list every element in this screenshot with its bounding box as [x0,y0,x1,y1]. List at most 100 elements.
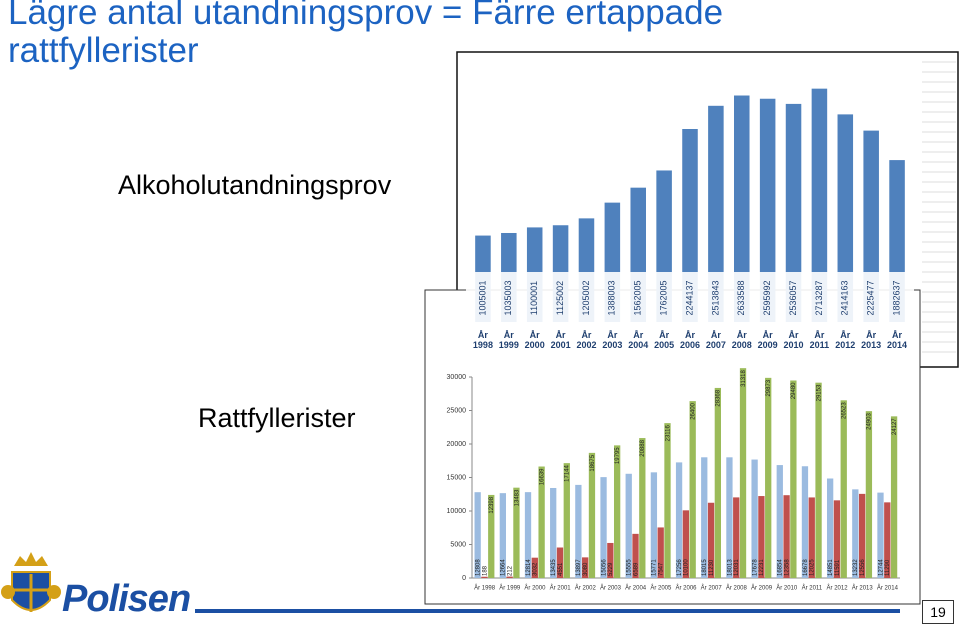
bar [785,103,802,322]
x-tick-label: År 2000 [524,585,546,592]
label-band [466,272,914,324]
value-label: 5229 [608,562,614,576]
bar [708,105,724,322]
value-label: 15056 [601,559,607,576]
x-tick-label: År 2002 [576,330,597,350]
value-label: 3032 [533,562,539,576]
value-label: 23116 [665,424,671,441]
y-tick-label: 15000 [447,474,467,481]
x-tick-label: År 2009 [757,330,778,350]
x-tick-label: År 1999 [499,585,521,592]
bar [639,438,646,578]
bar [783,495,790,578]
value-label: 1005001 [477,280,487,315]
value-label: 11591 [835,559,841,576]
bar [513,487,520,578]
bar [682,510,690,578]
value-label: 2225477 [866,280,876,315]
bar [833,500,841,578]
value-label: 1388003 [607,280,617,315]
x-tick-label: År 2006 [679,330,700,350]
bar [707,502,715,578]
bar [884,502,891,578]
bar [632,533,639,578]
value-label: 24903 [867,412,873,429]
logo-text: Polisen [62,578,191,620]
value-label: 13897 [576,559,582,576]
value-label: 4551 [558,562,564,576]
bar [733,497,740,578]
value-label: 2713287 [814,280,824,315]
y-tick-label: 20000 [447,441,467,448]
bar [474,492,481,578]
x-tick-label: År 2001 [550,585,572,592]
x-tick-label: År 2008 [726,585,748,592]
slide-title: Lägre antal utandningsprov = Färre ertap… [8,0,724,70]
bar [689,401,696,578]
bar [550,487,557,578]
bar [739,368,747,578]
x-tick-label: År 2014 [887,330,908,350]
y-tick-label: 25000 [447,407,467,414]
value-label: 18675 [590,454,596,471]
value-label: 3080 [583,562,589,576]
value-label: 29873 [766,379,772,396]
bar [837,114,854,322]
value-label: 26523 [842,402,848,419]
bar [524,492,532,578]
x-tick-label: År 2005 [654,330,675,350]
y-tick-label: 30000 [447,374,467,381]
bar [664,423,671,578]
y-tick-label: 0 [462,575,466,582]
logo-crest [1,552,61,612]
value-label: 15555 [627,559,633,576]
x-tick-label: År 2007 [701,585,723,592]
x-tick-label: År 2010 [783,330,804,350]
x-tick-label: År 2008 [731,330,752,350]
bar [801,466,809,578]
value-label: 20888 [640,439,646,456]
x-tick-label: År 1998 [472,330,493,350]
value-label: 1100001 [529,281,539,315]
value-label: 11290 [885,559,891,576]
value-label: 188 [482,565,488,576]
bar [751,459,758,578]
bar [758,496,765,578]
bar [714,387,721,578]
x-tick-label: År 2000 [524,330,545,350]
bar [865,411,873,578]
bar [776,465,783,578]
value-label: 24127 [892,418,898,435]
x-tick-label: År 2004 [628,330,649,350]
bar [890,416,898,578]
x-tick-label: År 2004 [625,585,647,592]
value-label: 2595992 [762,280,772,315]
y-tick-label: 5000 [450,541,466,548]
y-tick-label: 10000 [447,508,467,515]
value-label: 2513843 [710,280,720,315]
x-tick-label: År 2009 [751,585,773,592]
bar [759,98,776,322]
value-label: 12025 [810,559,816,576]
value-label: 13232 [853,559,859,576]
value-label: 1125002 [555,281,565,315]
x-tick-label: År 2003 [600,585,622,592]
bar [613,445,621,578]
value-label: 2536057 [788,280,798,315]
value-label: 12744 [878,559,884,576]
bar [765,377,772,578]
value-label: 19795 [615,447,621,464]
value-label: 1882637 [891,280,901,315]
value-label: 13435 [551,559,557,576]
value-label: 26400 [691,402,697,419]
x-tick-label: År 2013 [852,585,874,592]
value-label: 12398 [489,496,495,513]
bar [808,497,815,578]
value-label: 12031 [734,559,740,576]
value-label: 17678 [752,559,758,576]
value-label: 1035003 [503,280,513,315]
bar [811,88,828,322]
value-label: 16854 [778,559,784,576]
value-label: 18013 [727,559,733,576]
